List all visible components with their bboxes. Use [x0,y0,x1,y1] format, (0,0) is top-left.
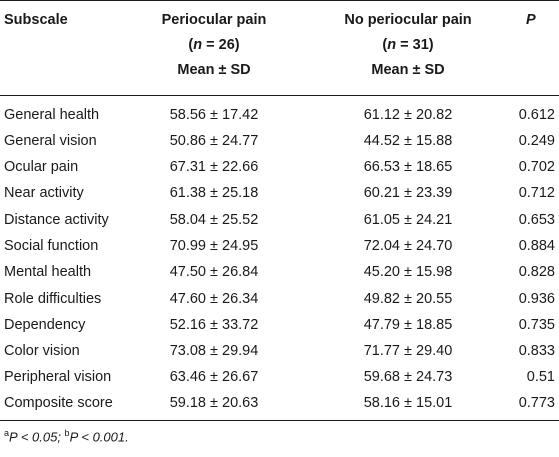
footnote-b-text: P < 0.001. [69,429,129,445]
cell-periocular: 50.86 ± 24.77 [169,133,259,149]
cell-periocular: 59.18 ± 20.63 [169,395,259,411]
cell-p-value: 0.833 [518,343,555,359]
header-periocular-pain: Periocular pain (n = 26) Mean ± SD [104,8,324,83]
cell-p-value: 0.653 [518,212,555,228]
cell-no-periocular: 44.52 ± 15.88 [363,133,453,149]
cell-subscale: Social function [4,238,99,254]
cell-periocular: 63.46 ± 26.67 [169,369,259,385]
cell-subscale: Dependency [4,317,86,333]
cell-periocular: 70.99 ± 24.95 [169,238,259,254]
table-bottom-rule [0,420,559,421]
cell-no-periocular: 58.16 ± 15.01 [363,395,453,411]
cell-no-periocular: 45.20 ± 15.98 [363,264,453,280]
table-row: General health 58.56 ± 17.42 61.12 ± 20.… [0,102,559,129]
cell-no-periocular: 59.68 ± 24.73 [363,369,453,385]
header-periocular-n-label: n [193,37,203,53]
cell-subscale: Near activity [4,185,84,201]
cell-no-periocular: 49.82 ± 20.55 [363,291,453,307]
cell-subscale: Peripheral vision [4,369,112,385]
header-p-value: P [526,12,536,28]
cell-no-periocular: 66.53 ± 18.65 [363,159,453,175]
cell-subscale: Role difficulties [4,291,102,307]
header-periocular-n-value: = 26) [202,37,240,53]
cell-no-periocular: 60.21 ± 23.39 [363,185,453,201]
cell-periocular: 47.50 ± 26.84 [169,264,259,280]
table-top-rule [0,0,559,1]
header-periocular-stat: Mean ± SD [177,62,251,78]
cell-p-value: 0.828 [518,264,555,280]
table-row: Composite score 59.18 ± 20.63 58.16 ± 15… [0,390,559,417]
cell-subscale: Ocular pain [4,159,79,175]
table-row: Distance activity 58.04 ± 25.52 61.05 ± … [0,207,559,234]
cell-subscale: General health [4,107,100,123]
cell-subscale: General vision [4,133,97,149]
cell-no-periocular: 72.04 ± 24.70 [363,238,453,254]
cell-no-periocular: 61.12 ± 20.82 [363,107,453,123]
cell-periocular: 58.56 ± 17.42 [169,107,259,123]
table-row: Color vision 73.08 ± 29.94 71.77 ± 29.40… [0,338,559,365]
header-subscale: Subscale [4,12,68,28]
table-row: Dependency 52.16 ± 33.72 47.79 ± 18.85 0… [0,312,559,339]
cell-p-value: 0.702 [518,159,555,175]
header-no-periocular-stat: Mean ± SD [371,62,445,78]
table-row: Role difficulties 47.60 ± 26.34 49.82 ± … [0,286,559,313]
cell-p-value: 0.735 [518,317,555,333]
header-no-periocular-pain: No periocular pain (n = 31) Mean ± SD [298,8,518,83]
cell-no-periocular: 71.77 ± 29.40 [363,343,453,359]
table-row: General vision 50.86 ± 24.77 44.52 ± 15.… [0,128,559,155]
cell-p-value: 0.249 [518,133,555,149]
table-footnote: aP < 0.05; bP < 0.001. [4,428,129,444]
header-no-periocular-n-value: = 31) [396,37,434,53]
footnote-a-text: P < 0.05; [9,429,65,445]
table-header-rule [0,95,559,96]
table-row: Near activity 61.38 ± 25.18 60.21 ± 23.3… [0,180,559,207]
table-row: Peripheral vision 63.46 ± 26.67 59.68 ± … [0,364,559,391]
cell-no-periocular: 47.79 ± 18.85 [363,317,453,333]
cell-subscale: Composite score [4,395,113,411]
cell-p-value: 0.612 [518,107,555,123]
cell-periocular: 67.31 ± 22.66 [169,159,259,175]
cell-p-value: 0.712 [518,185,555,201]
table-row: Mental health 47.50 ± 26.84 45.20 ± 15.9… [0,259,559,286]
footnote-a-mark: a [4,428,10,438]
cell-p-value: 0.884 [518,238,555,254]
header-no-periocular-n: (n = 31) [382,37,434,53]
cell-no-periocular: 61.05 ± 24.21 [363,212,453,228]
cell-p-value: 0.51 [526,369,555,385]
cell-subscale: Distance activity [4,212,109,228]
cell-periocular: 47.60 ± 26.34 [169,291,259,307]
cell-periocular: 61.38 ± 25.18 [169,185,259,201]
footnote-b-mark: b [64,428,70,438]
table-row: Social function 70.99 ± 24.95 72.04 ± 24… [0,233,559,260]
header-no-periocular-n-label: n [387,37,397,53]
cell-periocular: 73.08 ± 29.94 [169,343,259,359]
cell-p-value: 0.936 [518,291,555,307]
cell-periocular: 52.16 ± 33.72 [169,317,259,333]
header-periocular-n: (n = 26) [188,37,240,53]
table-row: Ocular pain 67.31 ± 22.66 66.53 ± 18.65 … [0,154,559,181]
cell-subscale: Mental health [4,264,92,280]
header-periocular-title: Periocular pain [161,12,267,28]
cell-subscale: Color vision [4,343,80,359]
cell-p-value: 0.773 [518,395,555,411]
cell-periocular: 58.04 ± 25.52 [169,212,259,228]
header-no-periocular-title: No periocular pain [344,12,472,28]
